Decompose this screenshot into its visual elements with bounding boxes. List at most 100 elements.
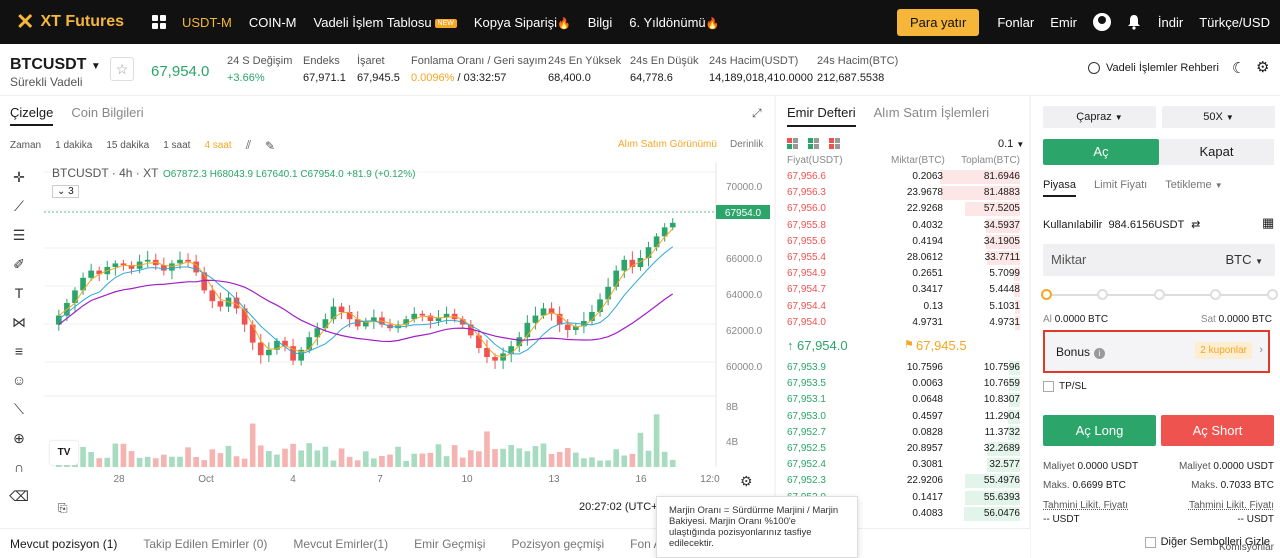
- logo[interactable]: ✕ XT Futures: [16, 9, 124, 34]
- timeframe-1m[interactable]: 1 dakika: [55, 140, 93, 151]
- timeframe-1h[interactable]: 1 saat: [163, 140, 191, 151]
- nav-usdt-m[interactable]: USDT-M: [182, 14, 232, 30]
- horizontal-lines-icon[interactable]: ☰: [12, 227, 26, 243]
- timeframe-4h[interactable]: 4 saat: [204, 140, 232, 151]
- ask-row[interactable]: 67,954.9 0.2651 5.7099: [776, 266, 1029, 282]
- bid-row[interactable]: 67,953.5 0.0063 10.7659: [776, 376, 1029, 392]
- bonus-selector[interactable]: Bonus i 2 kuponlar ›: [1043, 330, 1270, 373]
- tab-coin-info[interactable]: Coin Bilgileri: [71, 105, 144, 120]
- close-tab[interactable]: Kapat: [1159, 139, 1274, 165]
- indicator-collapse-toggle[interactable]: ⌄ 3: [52, 185, 79, 198]
- hide-other-checkbox[interactable]: [1144, 536, 1156, 548]
- tab-position-history[interactable]: Pozisyon geçmişi: [511, 536, 605, 551]
- symbol-selector[interactable]: BTCUSDT ▼: [10, 56, 101, 74]
- bid-row[interactable]: 67,952.5 20.8957 32.2689: [776, 441, 1029, 457]
- bid-row[interactable]: 67,952.7 0.0828 11.3732: [776, 425, 1029, 441]
- ask-row[interactable]: 67,954.7 0.3417 5.4448: [776, 282, 1029, 298]
- price-chart[interactable]: 70000.066000.064000.062000.060000.08B4B …: [44, 162, 774, 502]
- futures-guide-link[interactable]: Vadeli İşlemler Rehberi: [1088, 62, 1219, 74]
- bell-icon[interactable]: [1127, 14, 1141, 30]
- book-asks-icon[interactable]: [829, 138, 841, 149]
- leverage-select[interactable]: 50X ▼: [1162, 106, 1275, 128]
- amount-slider[interactable]: [1041, 289, 1278, 300]
- nav-coin-m[interactable]: COIN-M: [248, 14, 297, 30]
- tab-tracked-orders[interactable]: Takip Edilen Emirler (0): [143, 536, 268, 551]
- text-icon[interactable]: T: [14, 285, 24, 301]
- apps-grid-icon[interactable]: [152, 15, 166, 29]
- nav-copy-order[interactable]: Kopya Siparişi🔥: [474, 15, 571, 30]
- stat-funding[interactable]: Fonlama Oranı / Geri sayım 0.0096% / 03:3…: [411, 55, 547, 84]
- book-bids-icon[interactable]: [808, 138, 820, 149]
- bid-row[interactable]: 67,952.3 22.9206 55.4976: [776, 473, 1029, 489]
- eraser-icon[interactable]: ⌫: [9, 488, 29, 504]
- ask-row[interactable]: 67,954.4 0.13 5.1031: [776, 299, 1029, 315]
- timeframe-time[interactable]: Zaman: [10, 140, 42, 151]
- tab-current-position[interactable]: Mevcut pozisyon (1): [10, 536, 118, 551]
- order-type-market[interactable]: Piyasa: [1043, 179, 1077, 197]
- book-both-icon[interactable]: [787, 138, 799, 149]
- ruler-icon[interactable]: ⟍: [14, 401, 24, 417]
- nav-download[interactable]: İndir: [1157, 14, 1184, 30]
- trendline-icon[interactable]: ⟋: [14, 198, 24, 214]
- open-short-button[interactable]: Aç Short: [1161, 415, 1274, 446]
- bid-row[interactable]: 67,953.9 10.7596 10.7596: [776, 360, 1029, 376]
- nav-orders[interactable]: Emir: [1050, 14, 1077, 30]
- tpsl-checkbox[interactable]: [1043, 381, 1054, 392]
- ask-row[interactable]: 67,956.3 23.9678 81.4883: [776, 185, 1029, 201]
- favorite-star-icon[interactable]: ☆: [110, 57, 134, 81]
- deposit-button[interactable]: Para yatır: [896, 8, 980, 36]
- tpsl-toggle[interactable]: TP/SL: [1043, 381, 1087, 392]
- open-long-button[interactable]: Aç Long: [1043, 415, 1156, 446]
- tab-order-book[interactable]: Emir Defteri: [787, 105, 856, 127]
- language-selector[interactable]: Türkçe/USD: [1199, 14, 1270, 30]
- bid-row[interactable]: 67,952.4 0.3081 32.577: [776, 457, 1029, 473]
- tab-open-orders[interactable]: Mevcut Emirler(1): [293, 536, 389, 551]
- order-type-trigger[interactable]: Tetikleme ▼: [1165, 179, 1222, 197]
- slider-step[interactable]: [1267, 289, 1278, 300]
- liq-price-short-label[interactable]: Tahmini Likit. Fiyatı: [1188, 500, 1274, 511]
- margin-mode-select[interactable]: Çapraz ▼: [1043, 106, 1156, 128]
- ask-row[interactable]: 67,954.0 4.9731 4.9731: [776, 315, 1029, 331]
- trading-view-toggle[interactable]: Alım Satım Görünümü: [618, 139, 717, 150]
- ask-row[interactable]: 67,955.6 0.4194 34.1905: [776, 234, 1029, 250]
- nav-funds[interactable]: Fonlar: [997, 14, 1035, 30]
- bid-row[interactable]: 67,953.0 0.4597 11.2904: [776, 409, 1029, 425]
- expand-icon[interactable]: ⤢: [752, 106, 762, 120]
- hide-other-symbols[interactable]: Diğer Sembolleri Gizle: [1144, 536, 1270, 548]
- nav-anniversary[interactable]: 6. Yıldönümü🔥: [629, 15, 719, 30]
- brush-icon[interactable]: ✐: [13, 256, 25, 272]
- theme-moon-icon[interactable]: ☾: [1232, 60, 1246, 77]
- crosshair-icon[interactable]: ✛: [13, 169, 25, 185]
- tab-trades[interactable]: Alım Satım İşlemleri: [873, 105, 990, 120]
- settings-gear-icon[interactable]: ⚙: [1256, 59, 1270, 76]
- depth-toggle[interactable]: Derinlik: [730, 139, 764, 150]
- decimal-selector[interactable]: 0.1 ▼: [998, 138, 1024, 150]
- calculator-icon[interactable]: ▦: [1262, 215, 1275, 230]
- bid-row[interactable]: 67,953.1 0.0648 10.8307: [776, 392, 1029, 408]
- ask-row[interactable]: 67,956.0 22.9268 57.5205: [776, 201, 1029, 217]
- slider-handle[interactable]: [1041, 289, 1052, 300]
- open-tab[interactable]: Aç: [1043, 139, 1159, 165]
- magnet-icon[interactable]: ∩: [13, 459, 25, 475]
- ask-row[interactable]: 67,955.4 28.0612 33.7711: [776, 250, 1029, 266]
- avatar[interactable]: [1092, 13, 1111, 31]
- pattern-icon[interactable]: ⋈: [12, 314, 26, 330]
- nav-info[interactable]: Bilgi: [587, 14, 613, 30]
- tab-order-history[interactable]: Emir Geçmişi: [414, 536, 486, 551]
- indicator-icon[interactable]: ⫽: [245, 138, 252, 152]
- screenshot-icon[interactable]: ⎘: [58, 501, 68, 515]
- amount-input[interactable]: Miktar BTC ▼: [1043, 244, 1275, 276]
- transfer-icon[interactable]: ⇄: [1191, 219, 1201, 231]
- fees-link[interactable]: Komisyonlar: [1218, 542, 1274, 553]
- ask-row[interactable]: 67,956.6 0.2063 81.6946: [776, 169, 1029, 185]
- fib-icon[interactable]: ≡: [14, 343, 24, 359]
- order-type-limit[interactable]: Limit Fiyatı: [1094, 179, 1148, 191]
- chart-settings-gear-icon[interactable]: ⚙: [740, 473, 753, 489]
- chart-type-icon[interactable]: ✎: [265, 138, 276, 153]
- slider-step[interactable]: [1097, 289, 1108, 300]
- liq-price-long-label[interactable]: Tahmini Likit. Fiyatı: [1043, 500, 1129, 511]
- timeframe-15m[interactable]: 15 dakika: [106, 140, 150, 151]
- slider-step[interactable]: [1210, 289, 1221, 300]
- slider-step[interactable]: [1154, 289, 1165, 300]
- nav-futures-table[interactable]: Vadeli İşlem Tablosu NEW: [314, 15, 457, 30]
